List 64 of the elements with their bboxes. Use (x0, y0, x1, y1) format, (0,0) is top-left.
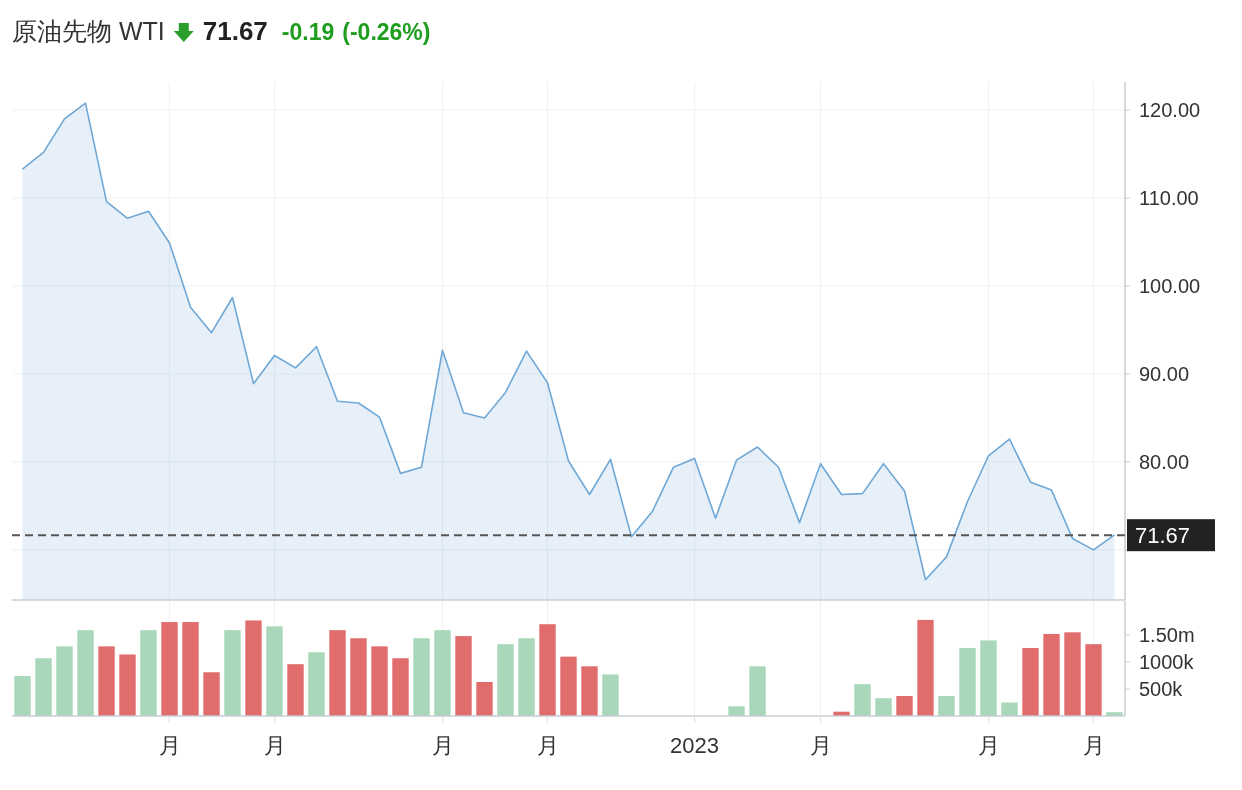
x-tick-label: 月 (431, 733, 454, 758)
bar (329, 630, 346, 716)
x-tick-label: 月 (536, 733, 559, 758)
bar (287, 664, 304, 716)
y-tick-label: 110.00 (1139, 187, 1199, 210)
bar (266, 626, 283, 716)
bar (749, 666, 766, 716)
bar (182, 622, 199, 716)
bar (1064, 632, 1081, 716)
x-tick-label: 月 (1082, 733, 1105, 758)
text: 71.67 (202, 16, 268, 46)
bar (1043, 633, 1060, 716)
bar (518, 638, 535, 716)
x-tick-label: 月 (263, 733, 286, 758)
bar (224, 630, 241, 716)
bar (245, 620, 262, 716)
bar (581, 666, 598, 716)
bar (560, 656, 577, 716)
bar (77, 630, 94, 716)
bar (308, 652, 325, 716)
y-tick-label: 100.00 (1139, 275, 1201, 298)
bar (35, 658, 52, 716)
bar (497, 644, 514, 716)
bar (476, 681, 493, 716)
bar (917, 619, 934, 716)
bar (959, 647, 976, 716)
bar (854, 684, 871, 716)
y-tick-label: 500k (1139, 678, 1184, 700)
x-tick-label: 月 (158, 733, 181, 758)
bar (455, 636, 472, 716)
bar (56, 646, 73, 716)
bar (875, 698, 892, 716)
y-tick-label: 80.00 (1139, 450, 1190, 473)
bar (140, 630, 157, 716)
bar (1001, 702, 1018, 716)
x-tick-label: 2023 (670, 733, 719, 758)
text: -0.19 (281, 19, 335, 45)
y-tick-label: 90.00 (1139, 362, 1190, 385)
y-tick-label: 1000k (1139, 651, 1195, 674)
bar (161, 622, 178, 716)
y-tick-label: 1.50m (1139, 624, 1195, 647)
bar (1022, 647, 1039, 716)
y-tick-label: 120.00 (1139, 99, 1201, 122)
bar (980, 640, 997, 716)
bar (938, 696, 955, 716)
x-tick-label: 月 (977, 733, 1000, 758)
text: (-0.26%) (342, 19, 431, 45)
bar (539, 624, 556, 716)
bar (413, 638, 430, 716)
bar (728, 706, 745, 716)
bar (119, 654, 136, 716)
bar (392, 658, 409, 716)
chart-title: 原油先物 WTI (12, 17, 165, 45)
bar (1085, 644, 1102, 716)
bar (98, 646, 115, 716)
bar (14, 676, 31, 716)
bar (350, 638, 367, 716)
x-tick-label: 月 (809, 733, 832, 758)
ref-line-label: 71.67 (1135, 523, 1191, 549)
bar (371, 646, 388, 716)
bar (434, 630, 451, 716)
bar (896, 696, 913, 716)
bar (203, 672, 220, 716)
bar (602, 674, 619, 716)
